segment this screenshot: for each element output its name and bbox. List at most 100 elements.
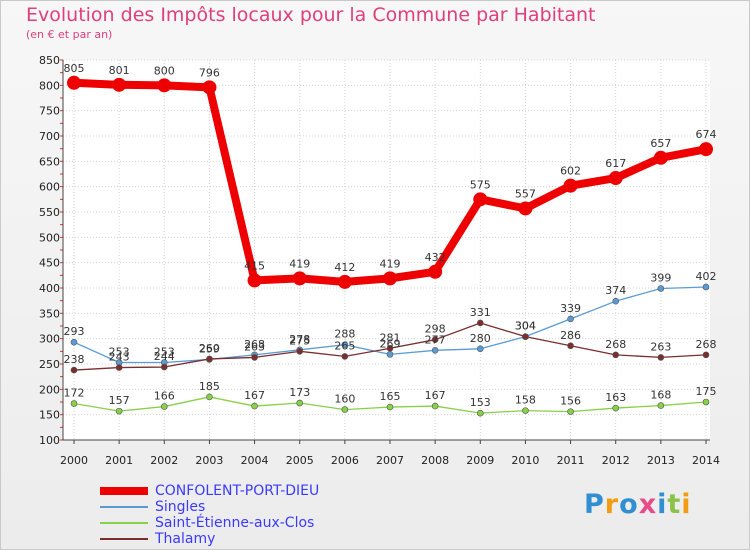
series-point-0 [608,171,623,186]
data-label-2: 156 [560,395,581,408]
series-point-3 [476,319,484,327]
series-point-3 [702,351,710,359]
data-label-0: 602 [560,165,581,178]
data-label-2: 173 [289,386,310,399]
proxiti-logo: Proxiti [584,489,692,520]
data-label-1: 288 [334,328,355,341]
data-label-3: 260 [199,342,220,355]
legend-swatch [100,538,148,540]
y-tick-label: 300 [39,333,60,346]
y-tick-label: 200 [39,383,60,396]
x-tick-label: 2004 [241,454,269,467]
series-point-2 [522,407,529,414]
data-label-1: 269 [380,337,401,350]
series-point-0 [699,142,713,157]
series-point-0 [157,78,172,93]
series-point-3 [206,355,213,363]
y-tick-label: 650 [39,155,60,168]
data-label-2: 167 [244,389,265,402]
logo-letter: o [619,489,639,520]
series-point-1 [341,341,349,349]
series-point-2 [70,400,78,407]
data-label-1: 399 [650,272,671,285]
series-point-2 [386,403,394,411]
y-tick-label: 250 [39,358,60,371]
data-label-3: 298 [425,323,446,336]
series-point-0 [292,271,307,286]
data-label-1: 293 [64,325,85,338]
series-point-3 [70,366,78,374]
y-tick-label: 600 [39,181,60,194]
y-tick-label: 700 [39,130,60,143]
data-label-0: 575 [470,178,491,191]
series-point-0 [518,201,533,216]
data-label-3: 275 [289,334,310,347]
data-label-1: 339 [560,302,581,315]
series-point-1 [70,338,78,346]
data-label-0: 432 [425,251,446,264]
data-label-3: 265 [334,339,355,352]
series-point-3 [522,333,529,340]
data-label-1: 278 [289,333,310,346]
series-point-0 [202,80,217,95]
chart-series [67,75,713,417]
legend-label: Thalamy [155,531,216,547]
x-tick-label: 2014 [692,454,720,467]
y-tick-label: 850 [39,54,60,67]
series-point-1 [612,297,620,305]
data-label-2: 166 [154,390,175,403]
x-tick-label: 2007 [376,454,404,467]
data-label-1: 402 [696,270,717,283]
series-point-1 [702,283,710,291]
x-tick-label: 2008 [421,454,449,467]
data-label-2: 160 [334,393,355,406]
x-tick-label: 2000 [60,454,88,467]
series-point-2 [160,403,168,410]
chart-data-labels: 293 253 253 259 268 278 288 269 277 280 304 339 374 3… [64,62,717,409]
series-point-2 [702,398,710,406]
x-tick-label: 2009 [466,454,494,467]
data-label-2: 175 [696,385,717,398]
data-label-1: 268 [244,338,265,351]
data-label-1: 253 [154,345,175,358]
series-point-1 [476,345,484,353]
series-point-2 [476,409,484,417]
y-tick-label: 800 [39,79,60,92]
series-point-0 [67,75,81,90]
series-point-2 [567,408,574,415]
data-label-0: 657 [650,137,671,150]
data-label-3: 331 [470,306,491,319]
legend-label: CONFOLENT-PORT-DIEU [155,483,320,499]
x-tick-label: 2012 [602,454,630,467]
data-label-2: 153 [470,396,491,409]
x-tick-label: 2001 [105,454,133,467]
x-tick-label: 2011 [557,454,585,467]
data-label-0: 617 [605,157,626,170]
series-point-3 [160,363,168,371]
series-point-2 [657,402,665,409]
data-label-2: 185 [199,380,220,393]
data-label-3: 268 [605,338,626,351]
series-point-0 [383,271,397,286]
data-label-1: 277 [425,333,446,346]
logo-letter: t [667,489,682,520]
data-label-2: 157 [109,394,130,407]
chart-grid [63,59,710,441]
legend-swatch [100,487,148,495]
series-point-3 [431,336,439,343]
data-label-3: 304 [515,320,536,333]
chart-title: Evolution des Impôts locaux pour la Comm… [26,4,596,26]
series-point-1 [657,285,665,292]
plot-area [63,60,710,440]
data-label-3: 281 [380,331,401,344]
data-label-3: 238 [64,353,85,366]
data-label-0: 415 [244,259,265,272]
chart-subtitle: (en € et par an) [26,28,113,41]
series-point-3 [612,351,620,359]
data-label-1: 304 [515,320,536,333]
series-point-2 [431,402,439,410]
data-label-2: 163 [605,391,626,404]
x-tick-label: 2013 [647,454,675,467]
data-label-0: 412 [334,261,355,274]
